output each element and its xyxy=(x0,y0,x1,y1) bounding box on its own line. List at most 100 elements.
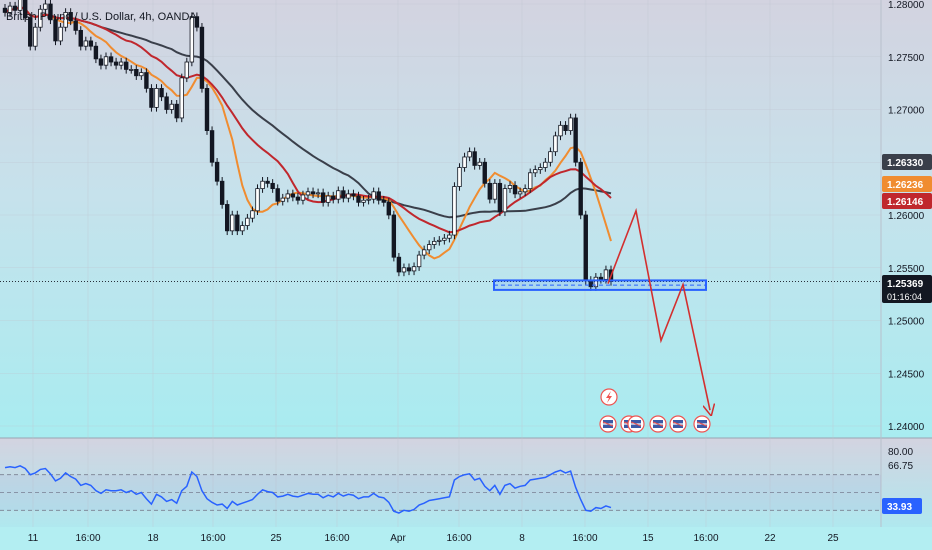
candle-body xyxy=(179,77,184,119)
candle-body xyxy=(472,151,477,166)
price-tick-label: 1.25000 xyxy=(888,317,925,328)
candle-body xyxy=(255,188,260,212)
candle-body xyxy=(68,12,73,22)
rsi-line xyxy=(4,464,612,514)
candle-body xyxy=(7,5,13,13)
candle-body xyxy=(300,194,306,201)
candle-body xyxy=(593,276,599,288)
candle-body xyxy=(320,192,326,203)
lightning-icon xyxy=(606,391,612,403)
candle-body xyxy=(139,72,144,77)
lightning-event-icon[interactable] xyxy=(600,388,618,406)
candle-body xyxy=(341,190,346,199)
candle-body xyxy=(401,267,407,273)
candle-body xyxy=(477,161,482,166)
candle-body xyxy=(558,124,563,137)
rsi-axis[interactable]: 80.00 66.75 33.93 xyxy=(882,447,922,514)
candle-body xyxy=(169,103,174,110)
candle-body xyxy=(83,40,88,47)
projected-path[interactable] xyxy=(607,207,710,410)
time-axis-bg xyxy=(0,527,932,550)
moving-average-line-3 xyxy=(4,5,612,234)
candle-body xyxy=(416,254,422,268)
candle-body xyxy=(361,199,366,203)
candle-body xyxy=(502,188,508,213)
price-tick-label: 1.27000 xyxy=(888,106,925,117)
candle-body xyxy=(240,225,245,232)
rsi-indicator xyxy=(0,464,881,514)
candle-body xyxy=(492,182,498,200)
price-tag[interactable]: 1.26330 xyxy=(882,154,932,170)
time-tick-label: 15 xyxy=(642,533,654,544)
economic-event-icon[interactable] xyxy=(599,415,617,433)
event-icons[interactable] xyxy=(599,388,711,433)
rsi-tick-label: 66.75 xyxy=(888,461,913,472)
flag-icon-cross xyxy=(696,421,708,427)
price-tag[interactable]: 1.26236 xyxy=(882,176,932,192)
candle-body xyxy=(391,214,397,258)
candle-body xyxy=(194,16,200,28)
candle-body xyxy=(598,276,604,280)
candle-body xyxy=(543,161,548,168)
price-pane-bg xyxy=(0,0,932,438)
candle-body xyxy=(209,130,215,163)
time-tick-label: 22 xyxy=(764,533,776,544)
candle-body xyxy=(538,167,543,171)
price-tag[interactable]: 1.26146 xyxy=(882,193,932,209)
candle-body xyxy=(164,96,169,110)
economic-event-icon[interactable] xyxy=(627,415,645,433)
economic-event-icon[interactable] xyxy=(649,415,667,433)
time-tick-label: 11 xyxy=(28,533,39,544)
candle-body xyxy=(351,193,356,197)
candle-body xyxy=(528,172,533,190)
candle-body xyxy=(154,88,159,108)
candle-body xyxy=(356,195,361,203)
candle-body xyxy=(437,239,442,242)
candle-body xyxy=(573,117,578,163)
candle-body xyxy=(280,197,285,202)
candle-body xyxy=(331,195,336,200)
rsi-value-tag[interactable]: 33.93 xyxy=(882,498,922,514)
rsi-tag-label: 33.93 xyxy=(887,502,912,513)
time-tick-label: 16:00 xyxy=(693,533,718,544)
candle-body xyxy=(93,45,99,60)
candle-body xyxy=(568,117,573,132)
time-tick-label: 16:00 xyxy=(324,533,349,544)
candle-body xyxy=(118,61,124,66)
economic-event-icon[interactable] xyxy=(669,415,687,433)
support-zone[interactable] xyxy=(493,279,707,291)
price-axis[interactable]: 1.28000 1.27500 1.27000 1.26000 1.25500 1.250… xyxy=(882,0,932,433)
candle-body xyxy=(12,5,18,11)
candle-body xyxy=(603,269,609,280)
candle-body xyxy=(553,135,558,153)
candle-body xyxy=(2,7,8,13)
price-tag-label: 1.26146 xyxy=(887,197,924,208)
candle-body xyxy=(17,0,23,11)
candle-body xyxy=(346,193,351,199)
candle-body xyxy=(103,56,109,66)
time-axis[interactable]: 11 16:00 18 16:00 25 16:00 Apr 16:00 8 16:00 15 16:… xyxy=(28,533,839,544)
candle-body xyxy=(134,69,139,77)
price-tag[interactable]: 1.25369 01:16:04 xyxy=(882,275,932,303)
economic-event-icon[interactable] xyxy=(693,415,711,433)
candle-body xyxy=(129,69,134,71)
grid-lines xyxy=(0,0,881,527)
candle-body xyxy=(108,56,114,63)
rsi-pane-bg xyxy=(0,438,932,527)
projected-path-arrow[interactable] xyxy=(607,207,710,410)
candle-body xyxy=(421,249,427,256)
flag-icon-cross xyxy=(602,421,614,427)
candle-body xyxy=(442,237,447,241)
candle-body xyxy=(366,198,371,201)
candle-body xyxy=(199,26,205,89)
candle-body xyxy=(325,195,331,203)
candle-body xyxy=(275,188,280,202)
price-tag-bg xyxy=(882,176,932,192)
candle-body xyxy=(149,88,154,108)
price-tick-label: 1.24500 xyxy=(888,369,925,380)
candle-body xyxy=(462,156,467,168)
candle-body xyxy=(482,161,487,184)
time-tick-label: 25 xyxy=(270,533,282,544)
